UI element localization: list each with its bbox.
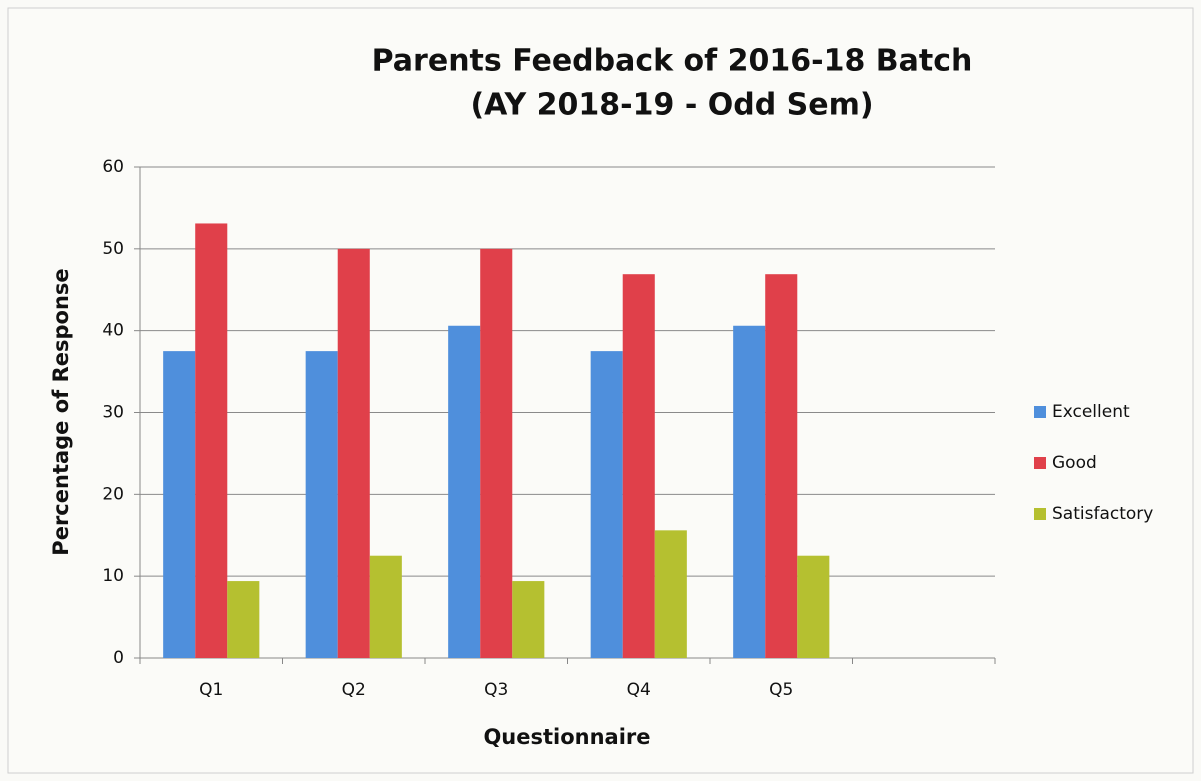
y-tick-label: 60: [102, 157, 124, 177]
x-tick-label: Q5: [769, 680, 793, 700]
y-tick-label: 40: [102, 321, 124, 341]
legend-label: Good: [1052, 453, 1097, 473]
bar: [765, 274, 798, 658]
x-tick-label: Q3: [484, 680, 508, 700]
chart-subtitle: (AY 2018-19 - Odd Sem): [470, 88, 873, 123]
bar: [512, 581, 545, 658]
bar: [590, 351, 623, 658]
x-tick-label: Q1: [199, 680, 223, 700]
bar: [733, 325, 766, 658]
legend-label: Satisfactory: [1052, 504, 1153, 524]
legend-swatch: [1034, 508, 1046, 520]
bar: [480, 248, 513, 659]
y-tick-label: 10: [102, 566, 124, 586]
legend-swatch: [1034, 457, 1046, 469]
y-axis-title: Percentage of Response: [49, 268, 73, 555]
bar: [369, 555, 402, 658]
bar: [337, 248, 370, 659]
x-axis-title: Questionnaire: [483, 725, 650, 749]
y-tick-label: 20: [102, 484, 124, 504]
bar: [227, 581, 260, 658]
y-tick-label: 30: [102, 403, 124, 423]
y-tick-label: 50: [102, 239, 124, 259]
bar: [622, 274, 655, 658]
chart-title: Parents Feedback of 2016-18 Batch: [372, 44, 973, 79]
bar: [448, 325, 481, 658]
x-tick-label: Q4: [627, 680, 651, 700]
bar: [163, 351, 196, 658]
x-tick-label: Q2: [342, 680, 366, 700]
legend-swatch: [1034, 406, 1046, 418]
legend-label: Excellent: [1052, 402, 1130, 422]
bar: [797, 555, 830, 658]
y-tick-label: 0: [113, 648, 124, 668]
bar: [654, 530, 687, 658]
bar: [195, 223, 228, 658]
bar: [305, 351, 338, 658]
